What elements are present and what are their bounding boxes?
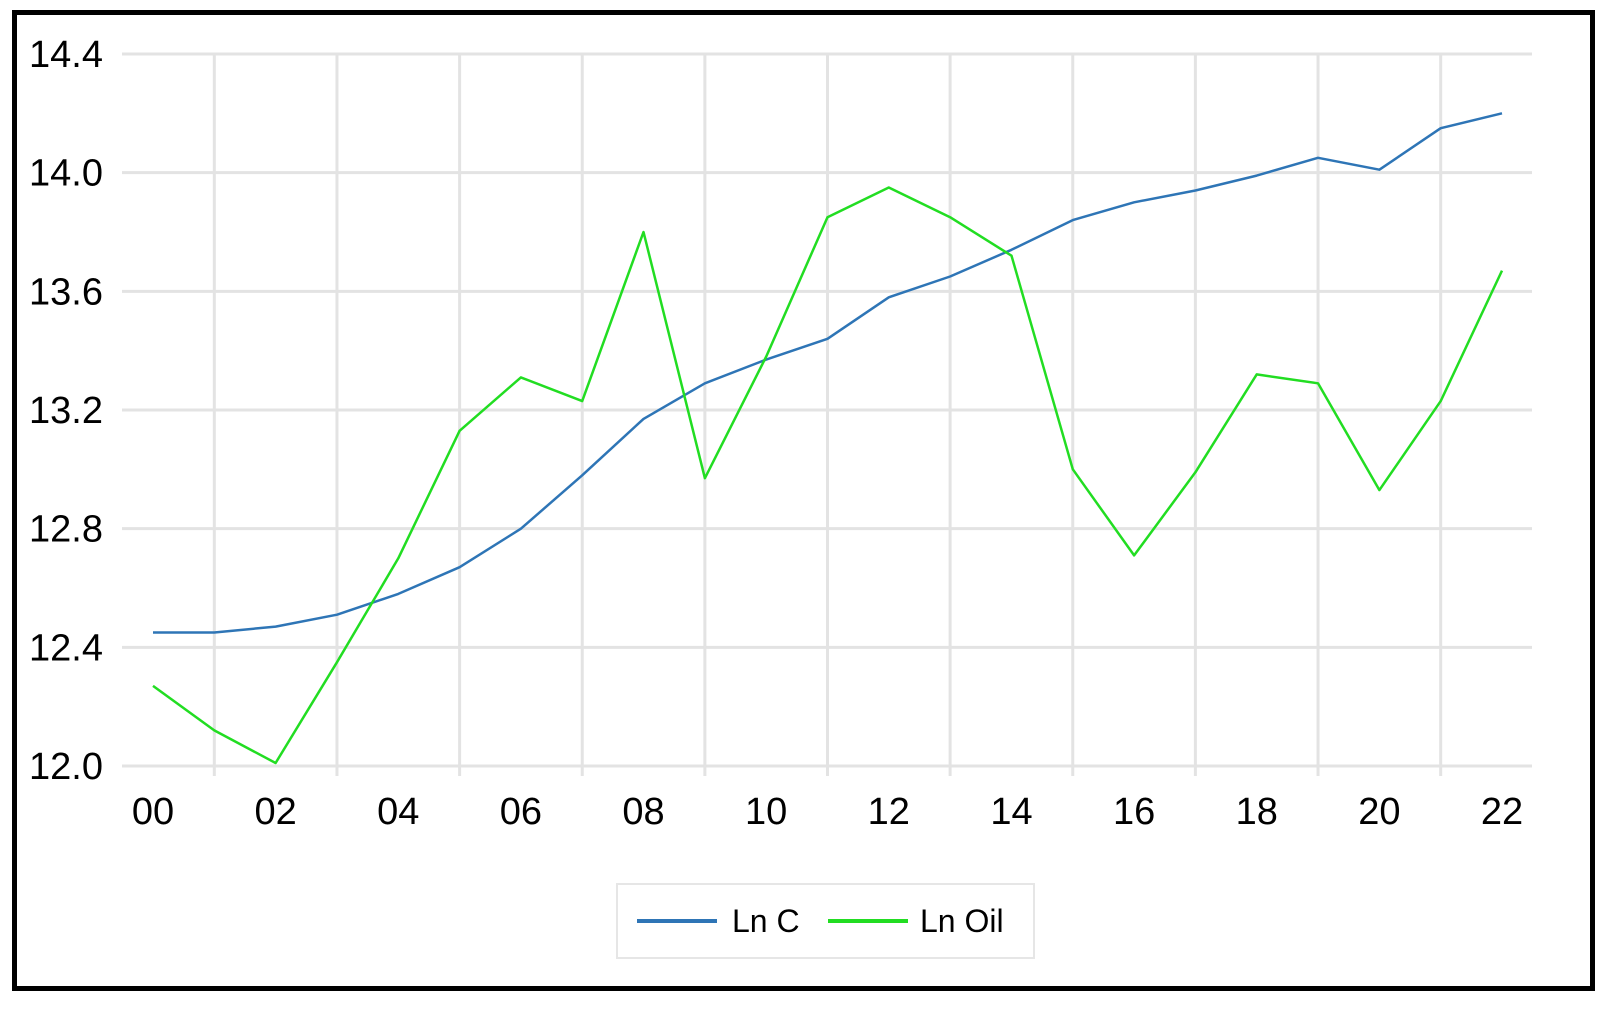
x-tick-label: 22: [1481, 791, 1523, 833]
y-tick-label: 12.8: [29, 509, 103, 551]
legend-label: Ln Oil: [920, 903, 1004, 939]
legend-label: Ln C: [732, 903, 800, 939]
x-tick-label: 04: [377, 791, 419, 833]
x-tick-label: 08: [622, 791, 664, 833]
x-tick-label: 02: [254, 791, 296, 833]
x-tick-label: 14: [990, 791, 1032, 833]
chart-frame: 12.0 12.4 12.8 13.2 13.6 14.0 14.4 00 02 04 06 08 10…: [12, 10, 1595, 991]
y-tick-label: 14.4: [29, 34, 103, 76]
legend: Ln C Ln Oil: [616, 883, 1035, 959]
series-line: [153, 112, 1503, 634]
x-tick-label: 18: [1236, 791, 1278, 833]
x-tick-label: 00: [132, 791, 174, 833]
series-lines: [152, 112, 1504, 765]
y-tick-label: 12.0: [29, 746, 103, 788]
line-chart: 12.0 12.4 12.8 13.2 13.6 14.0 14.4 00 02 04 06 08 10…: [29, 34, 1532, 959]
x-tick-label: 06: [500, 791, 542, 833]
axis-labels: 12.0 12.4 12.8 13.2 13.6 14.0 14.4 00 02 04 06 08 10…: [29, 34, 1523, 833]
series-line: [152, 186, 1504, 765]
y-tick-label: 12.4: [29, 627, 103, 669]
y-tick-label: 14.0: [29, 153, 103, 195]
x-tick-label: 16: [1113, 791, 1155, 833]
x-tick-label: 20: [1358, 791, 1400, 833]
x-tick-label: 12: [868, 791, 910, 833]
y-tick-label: 13.2: [29, 390, 103, 432]
grid: [122, 52, 1532, 776]
x-tick-label: 10: [745, 791, 787, 833]
y-tick-label: 13.6: [29, 271, 103, 313]
